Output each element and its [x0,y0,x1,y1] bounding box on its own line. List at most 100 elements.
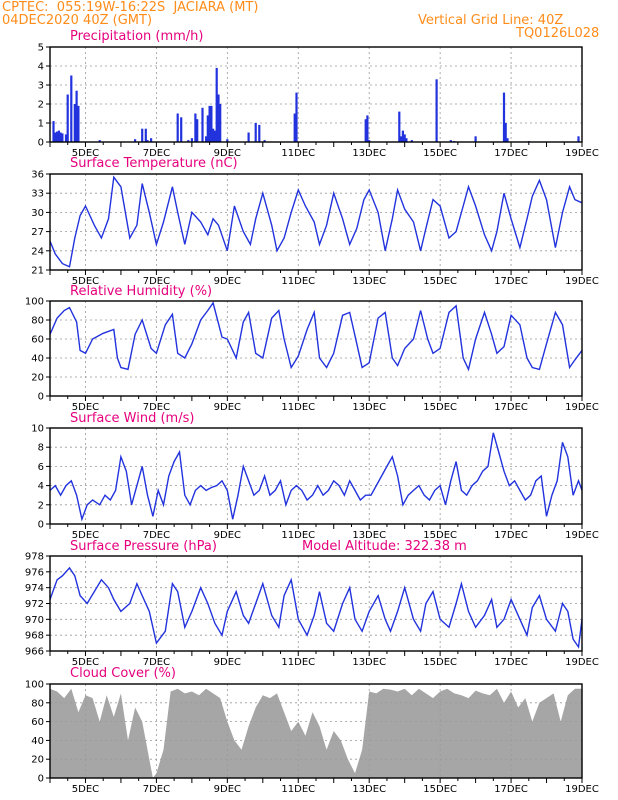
precip-bar [504,123,507,142]
precip-bar [368,140,371,142]
pressure-title: Surface Pressure (hPa) [70,539,217,554]
precip-bar [205,136,208,142]
precip-bar [59,132,62,142]
precip-xtick-label: 13DEC [352,148,386,159]
precip-bar [57,130,60,142]
precip-bar [213,130,216,142]
precip-xtick-label: 17DEC [494,148,528,159]
temp-xtick-label: 13DEC [352,276,386,287]
precip-ytick-label: 3 [38,81,44,92]
rh-xtick-label: 19DEC [565,402,599,413]
precip-bar [226,139,229,142]
rh-ytick-label: 100 [25,297,44,308]
pressure-xtick-label: 15DEC [423,657,457,668]
precip-bar [54,132,57,142]
pressure-ytick-label: 968 [25,631,44,642]
pressure-xtick-label: 7DEC [143,657,170,668]
wind-xtick-label: 9DEC [214,530,241,541]
pressure-ytick-label: 976 [25,567,44,578]
precip-bar [187,140,190,142]
precip-bar [293,113,296,142]
rh-xtick-label: 13DEC [352,402,386,413]
temp-xtick-label: 17DEC [494,276,528,287]
cloud-ytick-label: 20 [31,755,44,766]
precip-bar [61,133,64,142]
temp-xtick-label: 5DEC [72,276,99,287]
rh-ytick-label: 40 [31,354,44,365]
precip-bar [210,105,213,142]
temp-ytick-label: 33 [31,189,44,200]
wind-xtick-label: 11DEC [281,530,315,541]
precip-bar [70,75,73,142]
rh-ytick-label: 80 [31,316,44,327]
wind-ytick-label: 8 [38,443,44,454]
precip-bar [254,123,257,142]
pressure-xtick-label: 13DEC [352,657,386,668]
cloud-xtick-label: 9DEC [214,784,241,795]
temp-title: Surface Temperature (nC) [70,156,238,171]
cloud-ytick-label: 80 [31,698,44,709]
temp-xtick-label: 19DEC [565,276,599,287]
precip-bar [400,136,403,142]
precip-xtick-label: 11DEC [281,148,315,159]
precip-bar [577,136,580,142]
header-station: CPTEC: 055:19W-16:22S JACIARA (MT) [2,0,259,15]
rh-title: Relative Humidity (%) [70,284,212,299]
precip-bar [219,104,222,142]
precip-bar [474,136,477,142]
pressure-ytick-label: 978 [25,552,44,563]
temp-ytick-label: 21 [31,266,44,277]
precip-bar [247,132,250,142]
precip-bar [190,138,193,142]
precip-bar [449,140,452,142]
wind-xtick-label: 13DEC [352,530,386,541]
temp-ytick-label: 36 [31,170,44,181]
cloud-title: Cloud Cover (%) [70,666,176,681]
wind-xtick-label: 5DEC [72,530,99,541]
pressure-xtick-label: 9DEC [214,657,241,668]
temp-xtick-label: 7DEC [143,276,170,287]
cloud-xtick-label: 5DEC [72,784,99,795]
cloud-xtick-label: 19DEC [565,784,599,795]
pressure-ytick-label: 966 [25,647,44,658]
precip-bar [366,115,369,142]
wind-xtick-label: 7DEC [143,530,170,541]
cloud-ytick-label: 0 [38,774,44,785]
temp-ytick-label: 27 [31,227,44,238]
precip-ytick-label: 4 [38,62,44,73]
precip-bar [212,128,215,142]
precip-bar [150,138,153,142]
precip-xtick-label: 9DEC [214,148,241,159]
precip-bar [217,94,220,142]
precip-title: Precipitation (mm/h) [70,29,203,44]
wind-ytick-label: 2 [38,500,44,511]
precip-bar [263,140,266,142]
precip-ytick-label: 5 [38,43,44,54]
temp-frame [49,173,583,271]
wind-xtick-label: 19DEC [565,530,599,541]
pressure-xtick-label: 17DEC [494,657,528,668]
header-date: 04DEC2020 40Z (GMT) [2,13,153,28]
precip-bar [64,134,68,142]
rh-xtick-label: 15DEC [423,402,457,413]
header-model-code: TQ0126L028 [516,26,600,41]
rh-xtick-label: 17DEC [494,402,528,413]
precip-bar [146,140,149,142]
precip-bar [295,92,298,142]
pressure-xtick-label: 11DEC [281,657,315,668]
precip-bar [435,79,438,142]
precip-frame [49,46,583,143]
pressure-xtick-label: 19DEC [565,657,599,668]
precip-xtick-label: 7DEC [143,148,170,159]
wind-ytick-label: 4 [38,481,44,492]
cloud-area [50,688,582,778]
header-grid-note: Vertical Grid Line: 40Z [418,13,564,28]
wind-xtick-label: 15DEC [423,530,457,541]
rh-ytick-label: 20 [31,373,44,384]
wind-ytick-label: 6 [38,462,44,473]
pressure-ytick-label: 974 [25,583,44,594]
precip-bar [66,94,69,142]
rh-ytick-label: 0 [38,392,44,403]
precip-bar [56,131,59,142]
